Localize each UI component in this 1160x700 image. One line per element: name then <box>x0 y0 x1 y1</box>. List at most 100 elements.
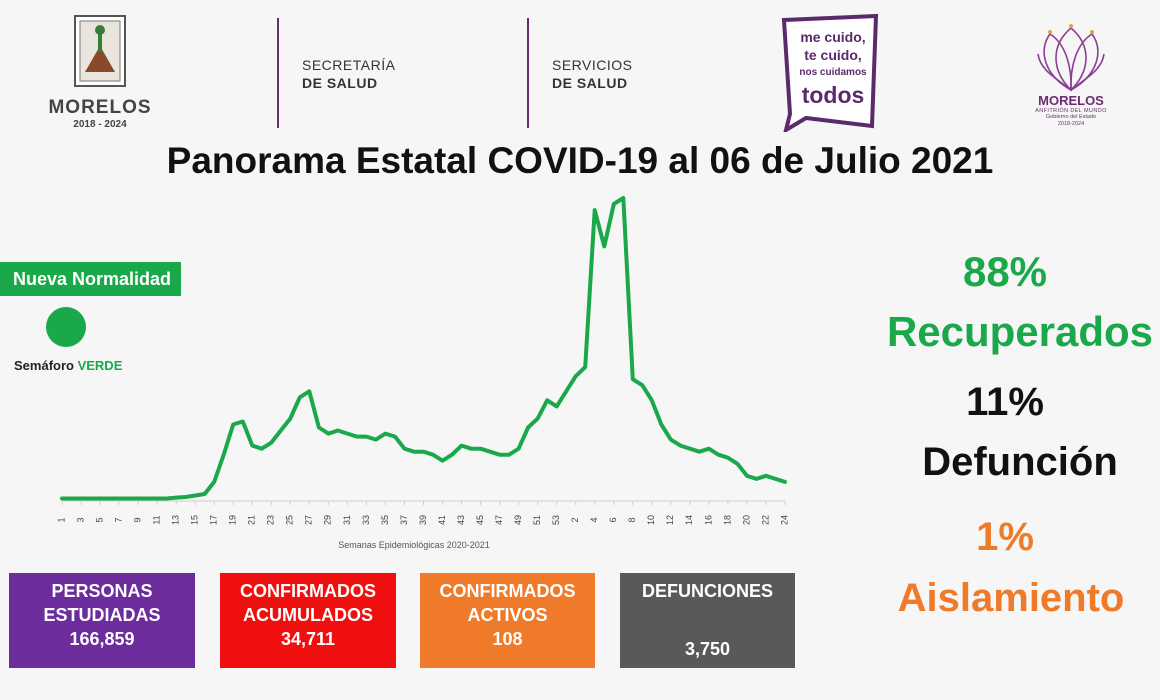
box-title-line1: DEFUNCIONES <box>641 581 773 601</box>
x-tick-label: 53 <box>551 515 561 525</box>
data-point <box>213 481 215 483</box>
data-point <box>727 456 729 459</box>
data-point <box>746 475 748 477</box>
x-tick-label: 5 <box>94 517 104 522</box>
data-point <box>156 497 158 500</box>
data-point <box>555 405 558 408</box>
data-point <box>784 481 786 483</box>
data-point <box>708 447 710 450</box>
x-tick-label: 19 <box>228 515 238 525</box>
data-point <box>165 497 168 500</box>
x-axis-label: Semanas Epidemiológicas 2020-2021 <box>338 540 490 550</box>
x-tick-label: 51 <box>532 515 542 525</box>
header-divider <box>277 18 279 128</box>
covid-weekly-line-chart: 1 3 5 7 9 11 13 15 17 19 21 23 25 27 29 31 33 35 37 39 41 43 4… <box>56 196 789 550</box>
data-point <box>432 453 434 456</box>
data-point <box>261 447 263 450</box>
data-point <box>679 444 682 447</box>
nueva-normalidad-badge: Nueva Normalidad <box>0 262 181 296</box>
x-tick-label: 35 <box>380 515 390 525</box>
x-tick-label: 7 <box>113 517 123 522</box>
data-point <box>118 497 120 500</box>
servicios-de-salud-logo: SERVICIOS DE SALUD <box>552 56 633 92</box>
data-point <box>622 197 625 199</box>
series-line <box>60 196 787 501</box>
data-point <box>108 497 111 500</box>
semaforo-green-dot-icon <box>46 307 86 347</box>
x-tick-label: 37 <box>399 515 409 525</box>
x-tick-label: 24 <box>779 515 789 525</box>
box-title-line1: CONFIRMADOS <box>240 581 376 601</box>
campaign-line2: te cuido, <box>804 47 862 63</box>
x-tick-label: 20 <box>741 515 751 525</box>
data-point <box>755 478 758 480</box>
series-points <box>61 197 786 500</box>
data-point <box>308 390 311 393</box>
recuperados-label: Recuperados <box>886 308 1154 355</box>
x-tick-label: 25 <box>285 515 295 525</box>
data-point <box>146 497 149 500</box>
x-tick-label: 11 <box>152 515 162 524</box>
x-tick-label: 22 <box>760 515 770 525</box>
data-point <box>651 399 653 402</box>
data-point <box>289 417 292 420</box>
x-tick-label: 1 <box>56 517 66 522</box>
data-point <box>517 447 520 450</box>
campaign-line4: todos <box>801 82 865 108</box>
x-tick-label: 13 <box>171 515 181 525</box>
lotus-logo-sub2: 2018-2024 <box>1057 121 1085 127</box>
x-tick-label: 6 <box>608 517 618 522</box>
x-tick-label: 17 <box>209 515 219 525</box>
data-point <box>536 417 539 420</box>
data-point <box>479 447 482 450</box>
data-point <box>99 497 101 500</box>
data-point <box>403 447 406 450</box>
box-title-line1: PERSONAS <box>51 581 153 601</box>
data-point <box>375 438 377 441</box>
data-point <box>546 399 548 402</box>
x-tick-label: 27 <box>304 515 314 525</box>
x-tick-label: 39 <box>418 515 428 525</box>
x-tick-label: 12 <box>665 515 675 525</box>
servicios-line2: DE SALUD <box>552 75 628 91</box>
morelos-state-logo: MORELOS 2018 - 2024 <box>40 12 160 137</box>
data-point <box>508 453 510 456</box>
lotus-logo-name: MORELOS <box>1038 93 1104 108</box>
x-tick-label: 2 <box>570 517 580 522</box>
data-point <box>660 423 663 426</box>
x-tick-label: 16 <box>703 515 713 525</box>
data-point <box>603 245 606 248</box>
x-tick-label: 47 <box>494 515 504 525</box>
box-value: 108 <box>492 629 523 649</box>
x-tick-labels: 1 3 5 7 9 11 13 15 17 19 21 23 25 27 29 31 33 35 37 39 41 43 4… <box>56 501 789 525</box>
data-point <box>137 497 139 500</box>
x-tick-label: 9 <box>132 517 142 522</box>
data-point <box>632 378 634 380</box>
data-point <box>527 426 529 429</box>
x-tick-label: 3 <box>75 517 85 522</box>
data-point <box>765 475 767 477</box>
secretaria-line2: DE SALUD <box>302 75 378 91</box>
x-tick-label: 23 <box>266 515 276 525</box>
x-tick-label: 14 <box>684 515 694 525</box>
x-tick-label: 31 <box>342 515 352 525</box>
data-point <box>574 375 577 377</box>
x-tick-label: 18 <box>722 515 732 525</box>
x-tick-label: 8 <box>627 517 637 522</box>
data-point <box>774 478 777 480</box>
data-point <box>689 447 691 450</box>
data-point <box>698 450 701 453</box>
data-point <box>127 497 130 500</box>
data-point <box>460 444 463 447</box>
data-point <box>194 494 196 497</box>
x-tick-label: 4 <box>589 517 599 522</box>
data-point <box>413 450 415 453</box>
box-title-line2: ACUMULADOS <box>243 605 373 625</box>
data-point <box>70 497 73 500</box>
lotus-logo-tagline: ANFITRIÓN DEL MUNDO <box>1035 108 1107 114</box>
x-tick-label: 33 <box>361 515 371 525</box>
data-point <box>203 493 206 495</box>
defunciones-box: DEFUNCIONES 3,750 <box>620 573 795 668</box>
campaign-line1: me cuido, <box>800 29 866 45</box>
x-tick-label: 21 <box>247 515 257 525</box>
